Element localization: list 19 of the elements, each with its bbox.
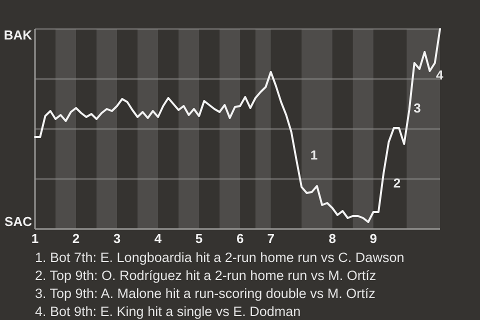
x-tick-label: 5 bbox=[195, 231, 203, 246]
x-tick-label: 1 bbox=[31, 231, 39, 246]
x-tick-label: 7 bbox=[267, 231, 274, 246]
x-tick-label: 2 bbox=[72, 231, 80, 246]
annotation: 1 bbox=[310, 148, 318, 162]
text: 3. Top 9th: A. Malone hit a run-scoring double vs M. Ortíz bbox=[35, 286, 376, 301]
text: 2. Top 9th: O. Rodríguez hit a 2-run home run vs M. Ortíz bbox=[35, 268, 376, 283]
annotation: 3 bbox=[414, 100, 421, 116]
x-tick-label: 4 bbox=[154, 231, 162, 246]
x-tick-label: 8 bbox=[328, 231, 336, 246]
x-tick-label: 3 bbox=[113, 231, 121, 246]
text: BAK bbox=[4, 28, 33, 43]
x-tick-label: 6 bbox=[236, 231, 244, 246]
text: SAC bbox=[4, 214, 33, 229]
text: 4. Bot 9th: E. King hit a single vs E. Dodman bbox=[35, 304, 301, 319]
annotation: 2 bbox=[393, 176, 401, 190]
x-tick-label: 9 bbox=[370, 231, 377, 246]
text: 1. Bot 7th: E. Longboardia hit a 2-run home run vs C. Dawson bbox=[35, 250, 404, 265]
annotation: 4 bbox=[436, 68, 444, 82]
